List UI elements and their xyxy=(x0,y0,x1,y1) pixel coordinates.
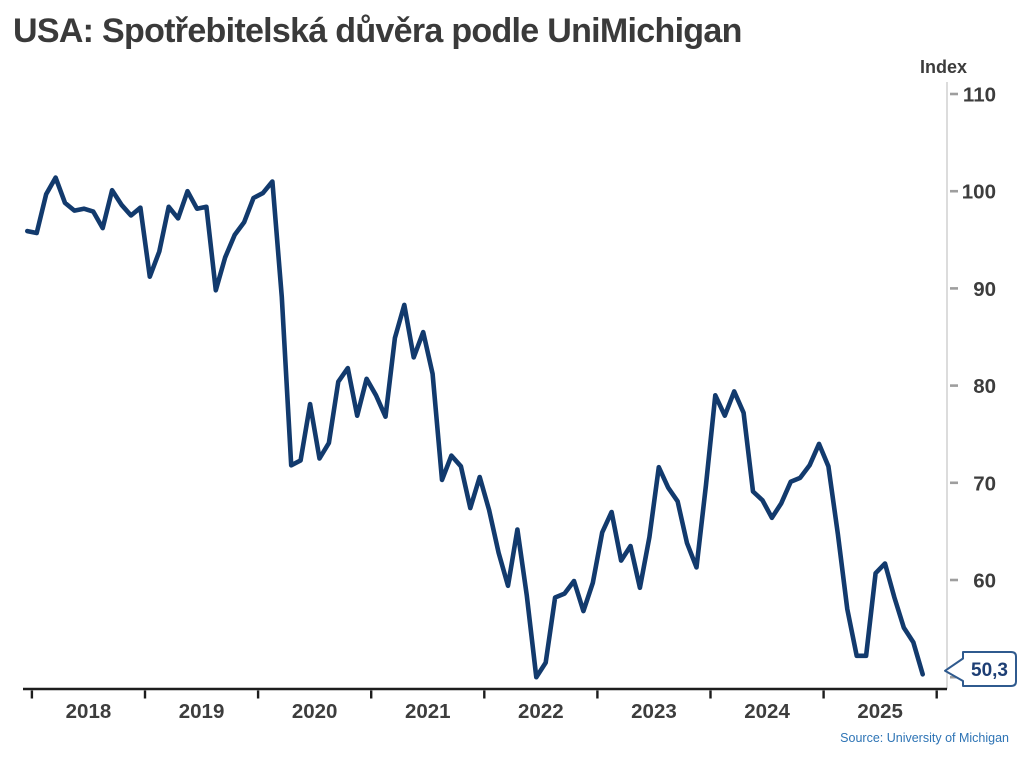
x-year-label: 2025 xyxy=(857,700,903,723)
x-year-label: 2020 xyxy=(292,700,338,723)
y-tick-label: 90 xyxy=(973,278,996,301)
callout-bubble xyxy=(944,651,1017,687)
x-year-label: 2023 xyxy=(631,700,677,723)
y-tick-label: 100 xyxy=(962,181,996,204)
last-value-callout: 50,3 xyxy=(944,651,1017,687)
x-year-label: 2022 xyxy=(518,700,564,723)
source-note: Source: University of Michigan xyxy=(840,731,1009,745)
y-tick-label: 70 xyxy=(973,472,996,495)
callout-value: 50,3 xyxy=(971,660,1008,681)
chart-generated-layer: 110 100 90 80 70 60 2018 2019 2020 2021 2022 2023 20… xyxy=(23,82,996,723)
x-year-label: 2021 xyxy=(405,700,451,723)
x-year-label: 2019 xyxy=(179,700,225,723)
sentiment-line xyxy=(24,175,926,680)
y-axis-title: Index xyxy=(920,57,968,77)
chart-title: USA: Spotřebitelská důvěra podle UniMich… xyxy=(13,12,742,50)
y-tick-label: 110 xyxy=(963,84,996,107)
y-tick-label: 80 xyxy=(973,375,996,398)
x-year-label: 2024 xyxy=(744,700,790,723)
x-year-label: 2018 xyxy=(66,700,112,723)
y-tick-label: 60 xyxy=(973,570,996,593)
